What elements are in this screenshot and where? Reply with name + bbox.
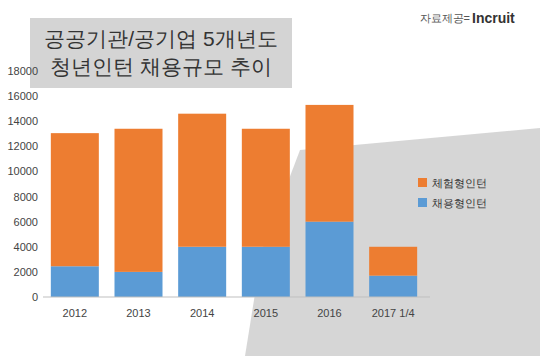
bar (115, 272, 163, 297)
legend-swatch (418, 198, 427, 207)
title: 공공기관/공기업 5개년도청년인턴 채용규모 추이 (44, 27, 277, 78)
chart: 공공기관/공기업 5개년도청년인턴 채용규모 추이 자료제공=Incruit 0 20… (0, 0, 540, 356)
bar (369, 276, 417, 297)
x-tick-label: 2015 (254, 307, 278, 319)
y-tick-label: 4000 (14, 241, 38, 253)
bar (178, 247, 226, 297)
bar (242, 247, 290, 297)
y-tick-label: 16000 (7, 90, 38, 102)
source-logo: Incruit (472, 10, 515, 26)
x-tick-label: 2016 (317, 307, 341, 319)
x-tick-label: 2017 1/4 (372, 307, 415, 319)
bar (51, 133, 99, 266)
y-tick-label: 10000 (7, 165, 38, 177)
legend-label: 체험형인턴 (432, 177, 487, 189)
y-tick-label: 2000 (14, 266, 38, 278)
x-axis-line (43, 297, 430, 298)
title-box (30, 18, 292, 88)
y-tick-label: 0 (32, 291, 38, 303)
bar (369, 247, 417, 276)
bar (51, 266, 99, 297)
x-tick-label: 2012 (63, 307, 87, 319)
bar (178, 114, 226, 247)
y-tick-label: 8000 (14, 191, 38, 203)
x-tick-label: 2013 (126, 307, 150, 319)
legend-swatch (418, 178, 427, 187)
title-line: 청년인턴 채용규모 추이 (50, 55, 272, 78)
bar (242, 129, 290, 247)
legend-label: 채용형인턴 (432, 197, 487, 209)
y-tick-label: 6000 (14, 216, 38, 228)
bar (306, 105, 354, 222)
bar (306, 222, 354, 297)
title-line: 공공기관/공기업 5개년도 (44, 27, 277, 50)
y-tick-label: 14000 (7, 115, 38, 127)
bars (51, 105, 417, 297)
y-tick-label: 12000 (7, 140, 38, 152)
source-label: 자료제공= (420, 12, 470, 24)
y-tick-label: 18000 (7, 65, 38, 77)
bar (115, 129, 163, 272)
x-tick-label: 2014 (190, 307, 214, 319)
